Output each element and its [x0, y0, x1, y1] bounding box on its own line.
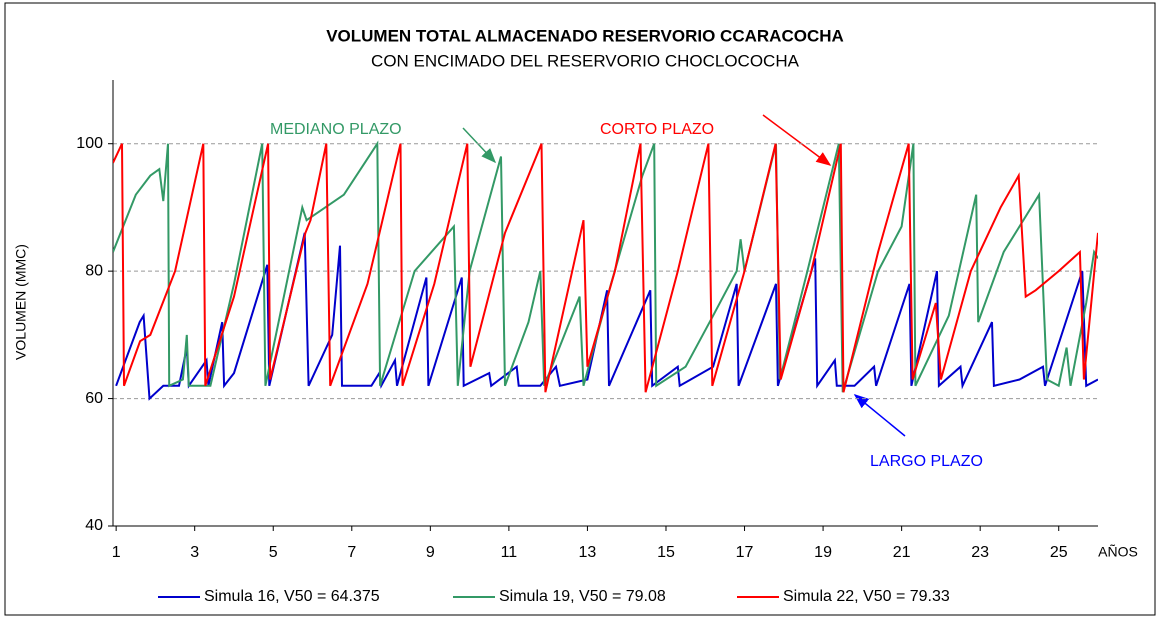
plot-area — [113, 140, 1098, 401]
chart-subtitle: CON ENCIMADO DEL RESERVORIO CHOCLOCOCHA — [371, 51, 800, 70]
series-line — [113, 143, 1098, 393]
x-tick-label: 3 — [190, 544, 199, 561]
y-tick-label: 40 — [85, 517, 103, 534]
x-tick-label: 5 — [269, 544, 278, 561]
x-tick-label: 19 — [814, 544, 832, 561]
legend-label: Simula 22, V50 = 79.33 — [783, 588, 950, 605]
annotation: MEDIANO PLAZO — [270, 121, 402, 138]
x-tick-label: 17 — [736, 544, 754, 561]
x-axis-label: AÑOS — [1098, 544, 1138, 560]
annotation-arrow — [762, 114, 832, 166]
annotation-arrow — [853, 394, 906, 437]
x-tick-label: 9 — [426, 544, 435, 561]
x-tick-label: 11 — [501, 544, 518, 561]
x-tick-label: 25 — [1050, 544, 1068, 561]
x-tick-label: 15 — [657, 544, 675, 561]
x-tick-label: 21 — [893, 544, 911, 561]
annotation-arrow — [462, 127, 497, 164]
y-tick-label: 80 — [85, 262, 103, 279]
annotation: LARGO PLAZO — [870, 453, 983, 470]
x-tick-label: 7 — [347, 544, 356, 561]
annotation: CORTO PLAZO — [600, 121, 714, 138]
chart-title: VOLUMEN TOTAL ALMACENADO RESERVORIO CCAR… — [326, 26, 844, 45]
x-tick-label: 13 — [579, 544, 597, 561]
x-tick-label: 23 — [971, 544, 989, 561]
legend-label: Simula 16, V50 = 64.375 — [204, 588, 380, 605]
y-tick-label: 60 — [85, 390, 103, 407]
y-axis-label: VOLUMEN (MMC) — [13, 244, 29, 360]
x-tick-label: 1 — [112, 544, 121, 561]
legend-label: Simula 19, V50 = 79.08 — [499, 588, 666, 605]
y-tick-label: 100 — [76, 135, 103, 152]
